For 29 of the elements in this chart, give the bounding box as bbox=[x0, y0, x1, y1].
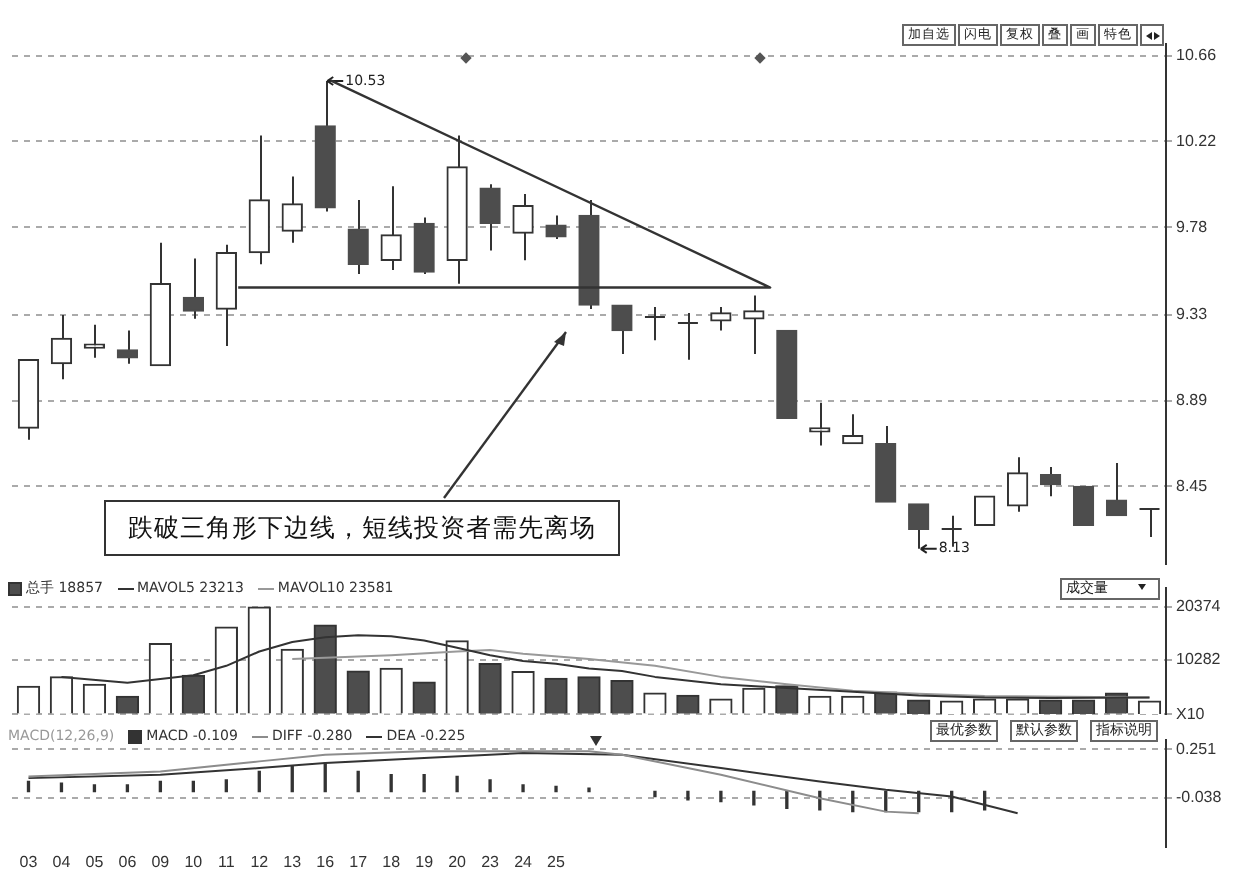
x-tick-label: 09 bbox=[151, 852, 171, 871]
x-tick-label: 12 bbox=[250, 852, 270, 871]
y-tick-label: 20374 bbox=[1176, 597, 1222, 616]
x-tick-label: 10 bbox=[184, 852, 204, 871]
x-tick-label: 05 bbox=[85, 852, 105, 871]
y-tick-label: 8.89 bbox=[1176, 391, 1209, 410]
x-tick-label: 23 bbox=[481, 852, 501, 871]
x-tick-label: 16 bbox=[316, 852, 336, 871]
y-tick-label: 10282 bbox=[1176, 650, 1222, 669]
y-tick-label: 8.45 bbox=[1176, 476, 1209, 495]
y-tick-label: X10 bbox=[1176, 704, 1206, 723]
x-tick-label: 11 bbox=[218, 852, 236, 871]
x-tick-label: 04 bbox=[52, 852, 72, 871]
y-tick-label: 0.251 bbox=[1176, 739, 1218, 758]
x-tick-label: 06 bbox=[118, 852, 138, 871]
x-tick-label: 24 bbox=[514, 852, 534, 871]
y-tick-label: 10.22 bbox=[1176, 131, 1218, 150]
x-tick-label: 17 bbox=[349, 852, 369, 871]
x-tick-label: 19 bbox=[415, 852, 435, 871]
x-tick-label: 20 bbox=[448, 852, 468, 871]
x-tick-label: 18 bbox=[382, 852, 402, 871]
x-tick-label: 03 bbox=[19, 852, 39, 871]
y-tick-label: 10.66 bbox=[1176, 46, 1218, 65]
y-tick-label: 9.33 bbox=[1176, 305, 1209, 324]
x-tick-label: 13 bbox=[283, 852, 303, 871]
annotation: 跌破三角形下边线，短线投资者需先离场 bbox=[104, 500, 620, 556]
x-tick-label: 25 bbox=[547, 852, 567, 871]
y-tick-label: 9.78 bbox=[1176, 217, 1209, 236]
y-tick-label: -0.038 bbox=[1176, 788, 1223, 807]
